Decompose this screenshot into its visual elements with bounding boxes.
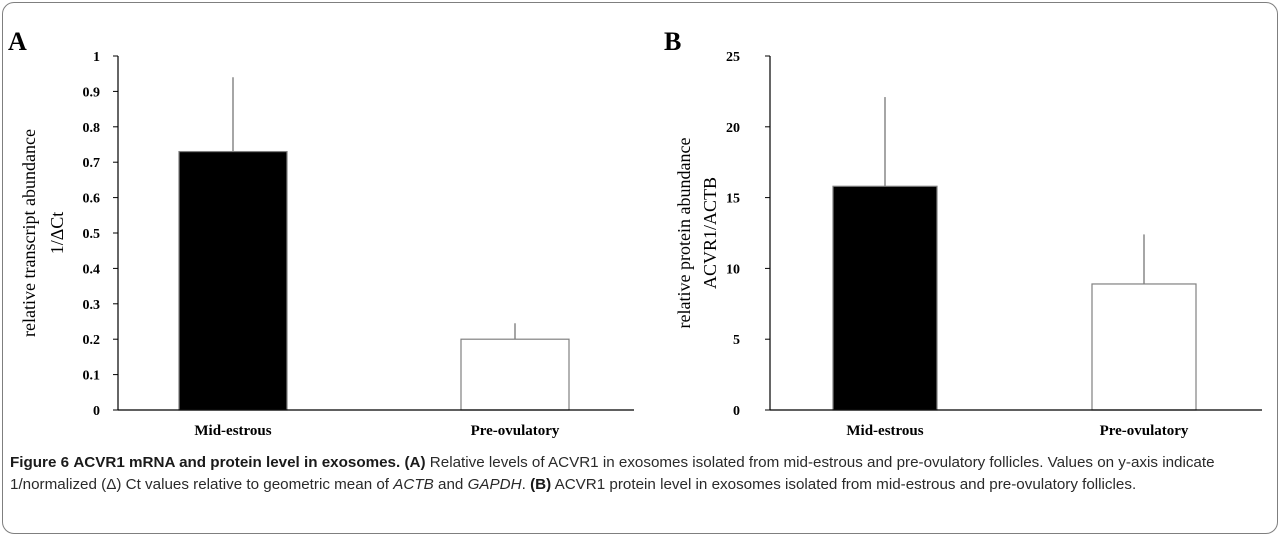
caption-gene-actb: ACTB	[393, 476, 434, 493]
panel-a-category-label: Mid-estrous	[194, 423, 271, 439]
panel-a-y-tick-label: 0.3	[83, 298, 101, 313]
panel-a-category-label: Pre-ovulatory	[471, 423, 560, 439]
caption-panel-b-label: (B)	[530, 476, 552, 493]
panel-b-y-tick-label: 0	[733, 404, 740, 419]
panel-b-y-tick-label: 10	[726, 262, 740, 277]
panel-b-y-tick-label: 20	[726, 121, 740, 136]
panel-a-y-axis-title-line-2: 1/ΔCt	[47, 212, 67, 255]
panel-a-bar	[178, 150, 288, 411]
panel-a-y-tick-label: 0.5	[83, 227, 101, 242]
panel-a-y-axis-title: relative transcript abundance 1/ΔCt	[19, 129, 67, 337]
panel-a-y-tick-label: 0.2	[83, 333, 101, 348]
panel-a-y-tick-label: 0.7	[83, 156, 101, 171]
panel-b-bar	[832, 185, 938, 411]
panel-b-bar	[1091, 283, 1197, 411]
panel-a-letter: A	[8, 27, 27, 56]
panel-a-y-tick-label: 1	[93, 50, 100, 65]
caption-period: .	[521, 476, 526, 493]
caption-conjunction: and	[438, 476, 464, 493]
caption-gene-gapdh: GAPDH	[467, 476, 522, 493]
panel-b-letter: B	[664, 27, 681, 56]
caption-panel-a-text: Relative levels of ACVR1 in exosomes iso…	[10, 454, 1215, 493]
panel-a-y-axis-title-line-1: relative transcript abundance	[19, 129, 39, 337]
panel-a-y-tick-label: 0.4	[83, 262, 101, 277]
caption-title: ACVR1 mRNA and protein level in exosomes…	[73, 454, 401, 471]
panel-b-y-tick-label: 15	[726, 192, 740, 207]
panel-a-y-tick-label: 0.1	[83, 369, 101, 384]
panel-b-y-axis-title-line-2: ACVR1/ACTB	[700, 177, 720, 289]
panel-b-y-axis-title: relative protein abundance ACVR1/ACTB	[674, 138, 720, 329]
caption-figure-label: Figure 6	[10, 454, 70, 471]
figure-caption: Figure 6 ACVR1 mRNA and protein level in…	[10, 452, 1272, 496]
panel-a-y-tick-label: 0.6	[83, 192, 101, 207]
caption-panel-a-label: (A)	[404, 454, 426, 471]
panel-b-y-tick-label: 5	[733, 333, 740, 348]
panel-a-y-tick-label: 0.8	[83, 121, 101, 136]
panel-b-category-label: Mid-estrous	[846, 423, 923, 439]
panel-a-bar	[460, 338, 570, 411]
panel-a-y-tick-label: 0.9	[83, 85, 101, 100]
panel-a-y-tick-label: 0	[93, 404, 100, 419]
caption-panel-b-text: ACVR1 protein level in exosomes isolated…	[554, 476, 1137, 493]
panel-b-y-tick-label: 25	[726, 50, 740, 65]
panel-b-category-label: Pre-ovulatory	[1100, 423, 1189, 439]
panel-b-y-axis-title-line-1: relative protein abundance	[674, 138, 694, 329]
